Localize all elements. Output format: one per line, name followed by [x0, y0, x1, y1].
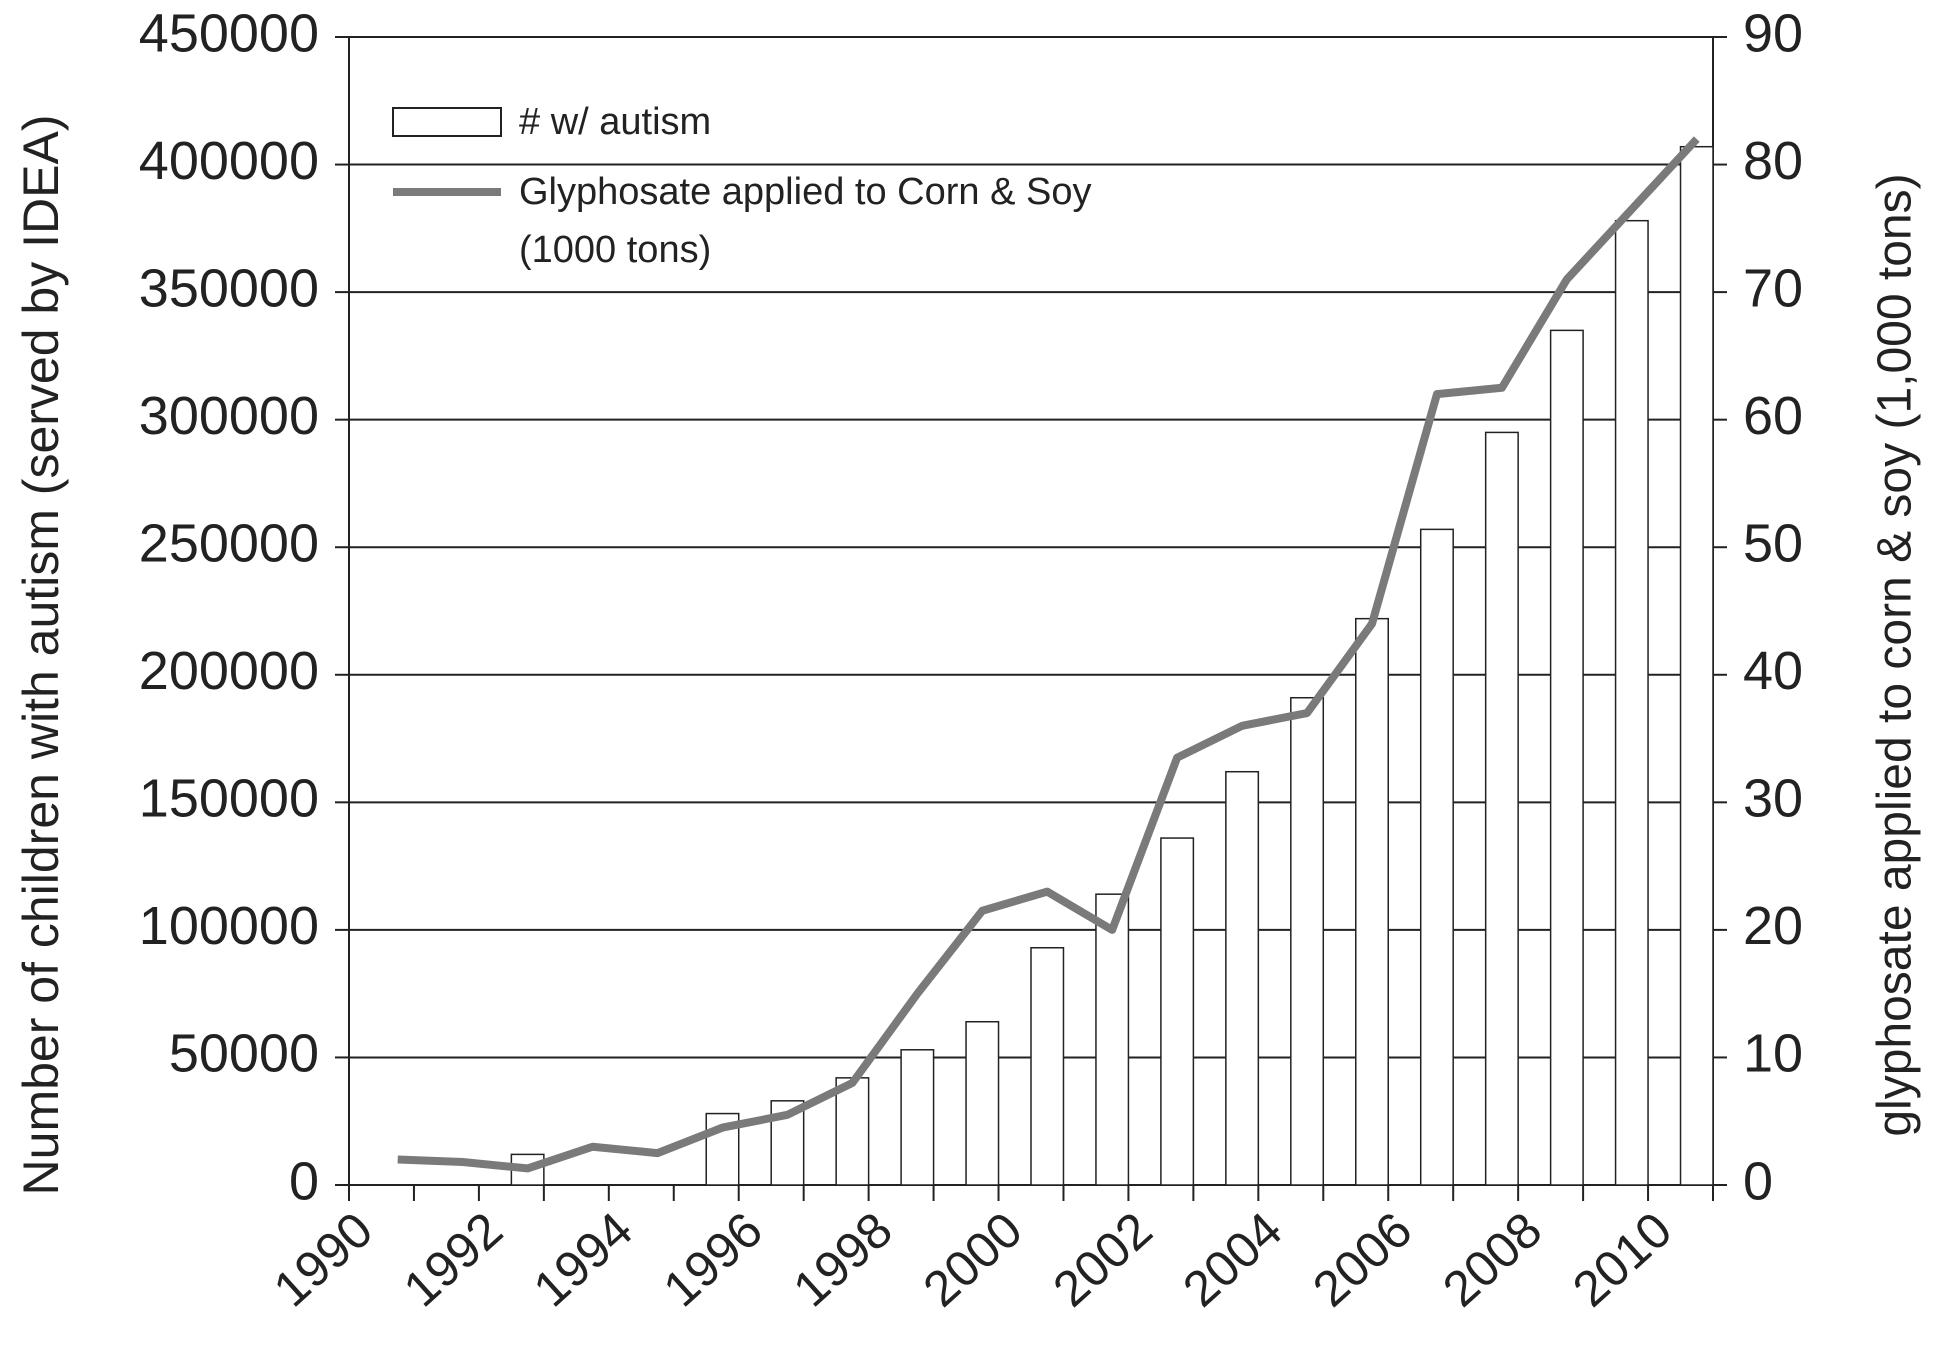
x-tick-label: 2008 — [1432, 1201, 1552, 1317]
y-tick-label: 0 — [289, 1151, 319, 1211]
bar — [1355, 617, 1389, 1186]
bar — [1225, 770, 1260, 1186]
bar — [1484, 431, 1519, 1186]
x-tick-label: 1994 — [523, 1201, 643, 1317]
y2-tick-label: 70 — [1743, 258, 1803, 318]
bar — [1095, 893, 1130, 1186]
bar — [1549, 329, 1584, 1186]
bar — [1290, 696, 1325, 1186]
y-tick-label: 50000 — [169, 1024, 319, 1084]
legend-label: Glyphosate applied to Corn & Soy (1000 t… — [519, 171, 1092, 271]
y2-tick-label: 10 — [1743, 1024, 1803, 1084]
bar — [1030, 946, 1065, 1186]
y-axis-label: Number of children with autism (served b… — [13, 115, 69, 1196]
y-tick-label: 100000 — [139, 896, 319, 956]
y2-tick-label: 80 — [1743, 131, 1803, 191]
legend-swatch — [392, 107, 502, 137]
y-tick-label: 350000 — [139, 258, 319, 318]
y-tick-label: 150000 — [139, 769, 319, 829]
x-tick-label: 1992 — [393, 1201, 513, 1317]
bar — [835, 1077, 870, 1186]
bar — [965, 1020, 1000, 1186]
x-tick-label: 1996 — [653, 1201, 773, 1317]
y-tick-label: 450000 — [139, 3, 319, 63]
y2-tick-label: 40 — [1743, 641, 1803, 701]
y2-tick-label: 20 — [1743, 896, 1803, 956]
x-tick-label: 2006 — [1302, 1201, 1422, 1317]
x-tick-label: 2010 — [1562, 1201, 1682, 1317]
x-tick-label: 1990 — [263, 1201, 383, 1317]
y-tick-label: 300000 — [139, 386, 319, 446]
bar — [1614, 219, 1649, 1186]
y2-tick-label: 50 — [1743, 513, 1803, 573]
x-tick-label: 2002 — [1042, 1201, 1162, 1317]
y-tick-label: 250000 — [139, 513, 319, 573]
y2-axis-label: glyphosate applied to corn & soy (1,000 … — [1869, 173, 1922, 1136]
y2-tick-label: 60 — [1743, 386, 1803, 446]
y2-tick-label: 90 — [1743, 3, 1803, 63]
x-tick-label: 2000 — [913, 1201, 1033, 1317]
bar — [1419, 528, 1454, 1186]
y2-tick-label: 30 — [1743, 769, 1803, 829]
x-tick-label: 1998 — [783, 1201, 903, 1317]
legend-label: # w/ autism — [519, 101, 712, 143]
bar — [1679, 145, 1714, 1186]
x-tick-label: 2004 — [1172, 1201, 1292, 1317]
line — [397, 136, 1700, 1173]
bar — [1160, 837, 1195, 1186]
y-tick-label: 400000 — [139, 131, 319, 191]
y-tick-label: 200000 — [139, 641, 319, 701]
bar — [900, 1049, 935, 1186]
y2-tick-label: 0 — [1743, 1151, 1773, 1211]
